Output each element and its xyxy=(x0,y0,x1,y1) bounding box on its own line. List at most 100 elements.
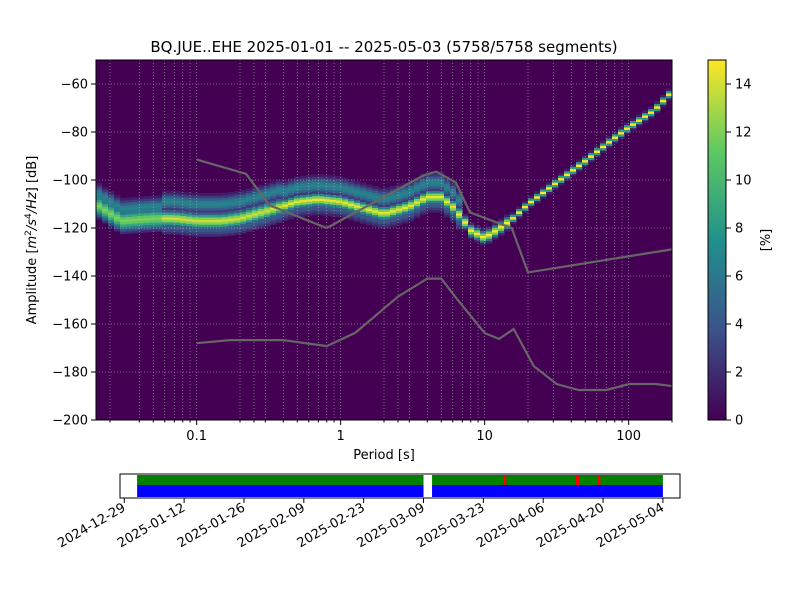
heatmap-cell xyxy=(174,205,181,209)
heatmap-cell xyxy=(534,191,541,194)
heatmap-cell xyxy=(306,196,313,200)
heatmap-cell xyxy=(186,218,193,222)
heatmap-cell xyxy=(228,204,235,207)
heatmap-cell xyxy=(348,217,355,221)
heatmap-cell xyxy=(330,182,337,186)
heatmap-cell xyxy=(114,202,121,206)
heatmap-cell xyxy=(294,207,301,211)
heatmap-cell xyxy=(594,155,601,158)
heatmap-cell xyxy=(414,203,421,207)
heatmap-cell xyxy=(150,210,157,213)
heatmap-cell xyxy=(414,181,421,185)
heatmap-cell xyxy=(282,204,289,207)
heatmap-cell xyxy=(366,222,373,226)
heatmap-cell xyxy=(204,193,211,196)
heatmap-cell xyxy=(228,194,235,198)
heatmap-cell xyxy=(570,164,577,167)
heatmap-cell xyxy=(216,200,223,204)
timeline-coverage-bottom xyxy=(432,485,663,497)
heatmap-cell xyxy=(444,190,451,194)
heatmap-cell xyxy=(300,178,307,181)
heatmap-cell xyxy=(600,147,607,151)
heatmap-cell xyxy=(168,198,175,201)
heatmap-cell xyxy=(372,202,379,206)
heatmap-cell xyxy=(486,236,493,239)
heatmap-cell xyxy=(612,133,619,137)
heatmap-cell xyxy=(306,182,313,185)
heatmap-cell xyxy=(462,216,469,219)
heatmap-cell xyxy=(432,207,439,211)
heatmap-cell xyxy=(654,110,661,114)
heatmap-cell xyxy=(156,207,163,211)
data-availability-timeline: 2024-12-292025-01-122025-01-262025-02-09… xyxy=(55,473,681,551)
heatmap-cell xyxy=(414,179,421,183)
heatmap-cell xyxy=(606,136,613,139)
heatmap-cell xyxy=(144,200,151,204)
heatmap-cell xyxy=(288,209,295,213)
heatmap-cell xyxy=(126,228,133,232)
heatmap-cell xyxy=(108,207,115,211)
heatmap-cell xyxy=(330,201,337,205)
heatmap-cell xyxy=(396,208,403,211)
heatmap-cell xyxy=(126,199,133,203)
heatmap-cell xyxy=(246,219,253,223)
heatmap-cell xyxy=(198,205,205,208)
heatmap-cell xyxy=(270,181,277,184)
heatmap-cell xyxy=(522,210,529,214)
heatmap-cell xyxy=(168,210,175,213)
heatmap-cell xyxy=(258,211,265,214)
heatmap-cell xyxy=(540,193,547,197)
heatmap-cell xyxy=(414,201,421,204)
heatmap-cell xyxy=(144,205,151,209)
heatmap-cell xyxy=(402,199,409,202)
heatmap-cell xyxy=(318,195,325,199)
heatmap-cell xyxy=(186,201,193,205)
heatmap-cell xyxy=(228,208,235,212)
heatmap-cell xyxy=(210,200,217,204)
heatmap-cell xyxy=(408,216,415,220)
heatmap-cell xyxy=(114,219,121,222)
heatmap-cell xyxy=(144,227,151,230)
heatmap-cell xyxy=(240,197,247,200)
heatmap-cell xyxy=(144,215,151,218)
heatmap-cell xyxy=(204,198,211,201)
heatmap-cell xyxy=(324,213,331,217)
heatmap-cell xyxy=(258,187,265,190)
heatmap-cell xyxy=(180,215,187,219)
heatmap-cell xyxy=(102,213,109,217)
heatmap-cell xyxy=(408,206,415,210)
heatmap-cell xyxy=(222,202,229,206)
heatmap-cell xyxy=(312,195,319,199)
heatmap-cell xyxy=(408,201,415,205)
heatmap-cell xyxy=(312,205,319,209)
heatmap-cell xyxy=(198,222,205,225)
heatmap-cell xyxy=(654,106,661,109)
heatmap-cell xyxy=(498,221,505,224)
heatmap-cell xyxy=(138,213,145,217)
heatmap-cell xyxy=(234,212,241,216)
heatmap-cell xyxy=(378,218,385,222)
heatmap-cell xyxy=(360,209,367,212)
heatmap-cell xyxy=(342,194,349,198)
heatmap-cell xyxy=(198,200,205,204)
heatmap-cell xyxy=(456,196,463,199)
heatmap-cell xyxy=(108,217,115,221)
heatmap-cell xyxy=(258,189,265,193)
heatmap-cell xyxy=(444,200,451,204)
heatmap-cell xyxy=(336,200,343,203)
heatmap-cell xyxy=(252,188,259,192)
heatmap-cell xyxy=(384,213,391,217)
heatmap-cell xyxy=(282,182,289,186)
heatmap-cell xyxy=(162,190,169,194)
heatmap-cell xyxy=(138,225,145,229)
heatmap-cell xyxy=(648,106,655,110)
heatmap-cell xyxy=(180,218,187,221)
heatmap-cell xyxy=(318,198,325,201)
heatmap-cell xyxy=(444,202,451,206)
heatmap-cell xyxy=(216,212,223,216)
heatmap-cell xyxy=(378,209,385,212)
heatmap-cell xyxy=(486,238,493,242)
heatmap-cell xyxy=(402,182,409,186)
heatmap-cell xyxy=(120,224,127,227)
heatmap-cell xyxy=(378,190,385,193)
